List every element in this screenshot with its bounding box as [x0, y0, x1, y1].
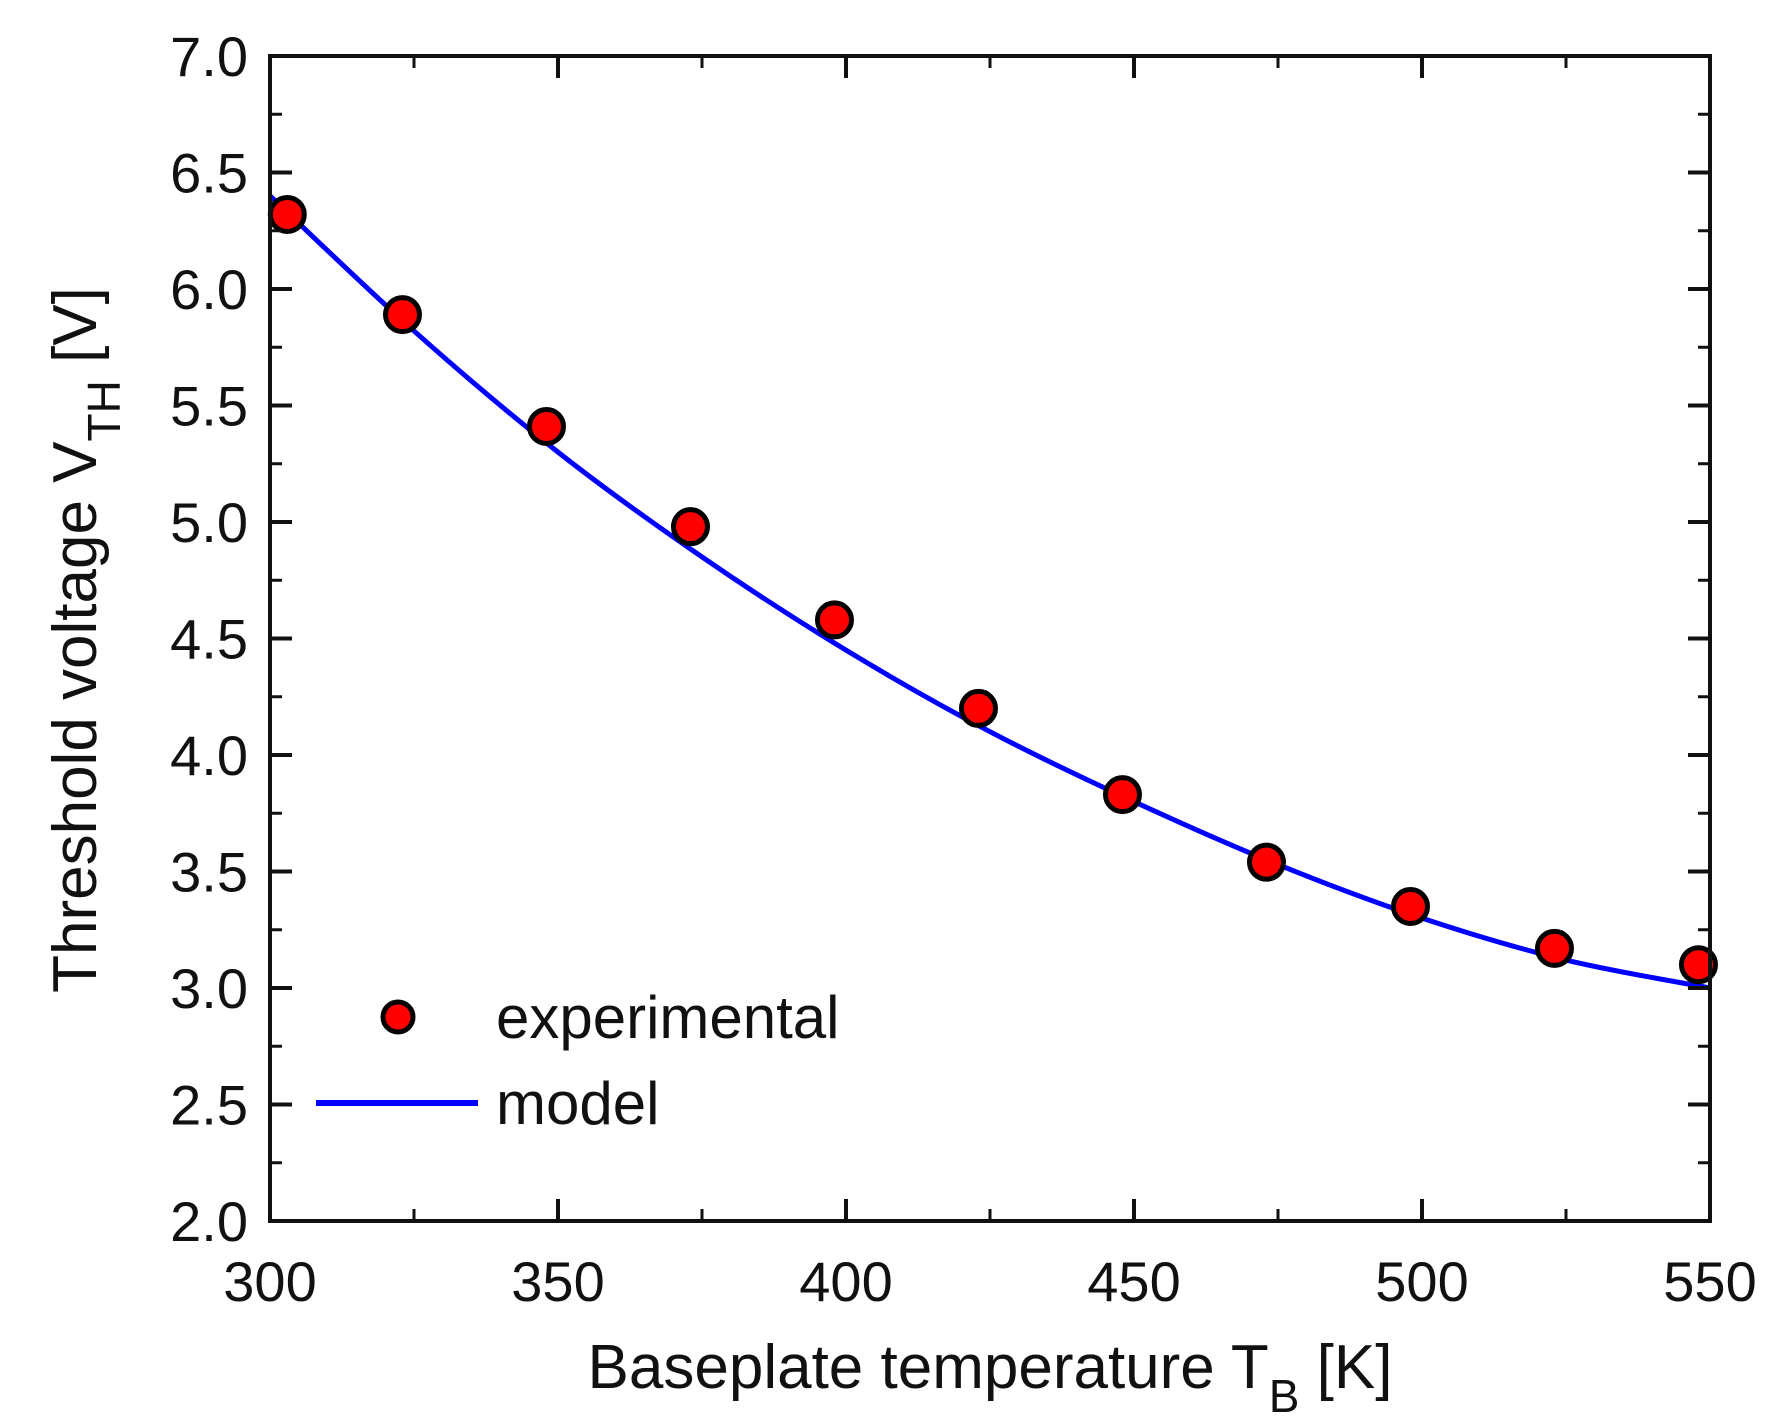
- legend-marker-experimental: [380, 999, 416, 1035]
- x-tick-label: 300: [223, 1250, 316, 1313]
- x-tick-label: 450: [1087, 1250, 1180, 1313]
- legend-label-model: model: [496, 1070, 659, 1137]
- plot-frame: [268, 54, 1712, 1223]
- y-tick-label: 4.0: [170, 724, 248, 787]
- x-axis-title: Baseplate temperature TB [K]: [588, 1333, 1393, 1422]
- y-tick-label: 3.5: [170, 841, 248, 904]
- x-tick-label: 500: [1375, 1250, 1468, 1313]
- experimental-point: [1678, 945, 1718, 985]
- legend-label-experimental: experimental: [496, 984, 840, 1051]
- y-tick-label: 7.0: [170, 25, 248, 88]
- y-tick-label: 3.0: [170, 957, 248, 1020]
- experimental-point: [1390, 886, 1430, 926]
- x-tick-label: 550: [1663, 1250, 1756, 1313]
- experimental-point: [814, 600, 854, 640]
- experimental-point: [267, 194, 307, 234]
- y-tick-label: 2.0: [170, 1190, 248, 1253]
- y-tick-label: 4.5: [170, 608, 248, 671]
- y-tick-label: 2.5: [170, 1074, 248, 1137]
- experimental-point: [526, 406, 566, 446]
- experimental-point: [1102, 775, 1142, 815]
- model-line: [270, 193, 1710, 991]
- y-tick-label: 6.5: [170, 142, 248, 205]
- legend: experimental model: [316, 984, 840, 1137]
- experimental-point: [382, 295, 422, 335]
- y-tick-label: 6.0: [170, 258, 248, 321]
- experimental-points-layer: [267, 194, 1718, 985]
- y-tick-label: 5.0: [170, 491, 248, 554]
- experimental-point: [1246, 842, 1286, 882]
- model-line-layer: [270, 193, 1710, 991]
- x-tick-label: 400: [799, 1250, 892, 1313]
- axis-tick-labels: 300 350 400 450 500 550 2.0 2.5 3.0 3.5 4.0 4.5 5.0 5…: [170, 25, 1757, 1313]
- axis-ticks: [268, 54, 1712, 1223]
- experimental-point: [958, 688, 998, 728]
- y-tick-label: 5.5: [170, 375, 248, 438]
- y-axis-title: Threshold voltage VTH [V]: [41, 287, 130, 993]
- experimental-point: [670, 507, 710, 547]
- x-tick-label: 350: [511, 1250, 604, 1313]
- experimental-point: [1534, 928, 1574, 968]
